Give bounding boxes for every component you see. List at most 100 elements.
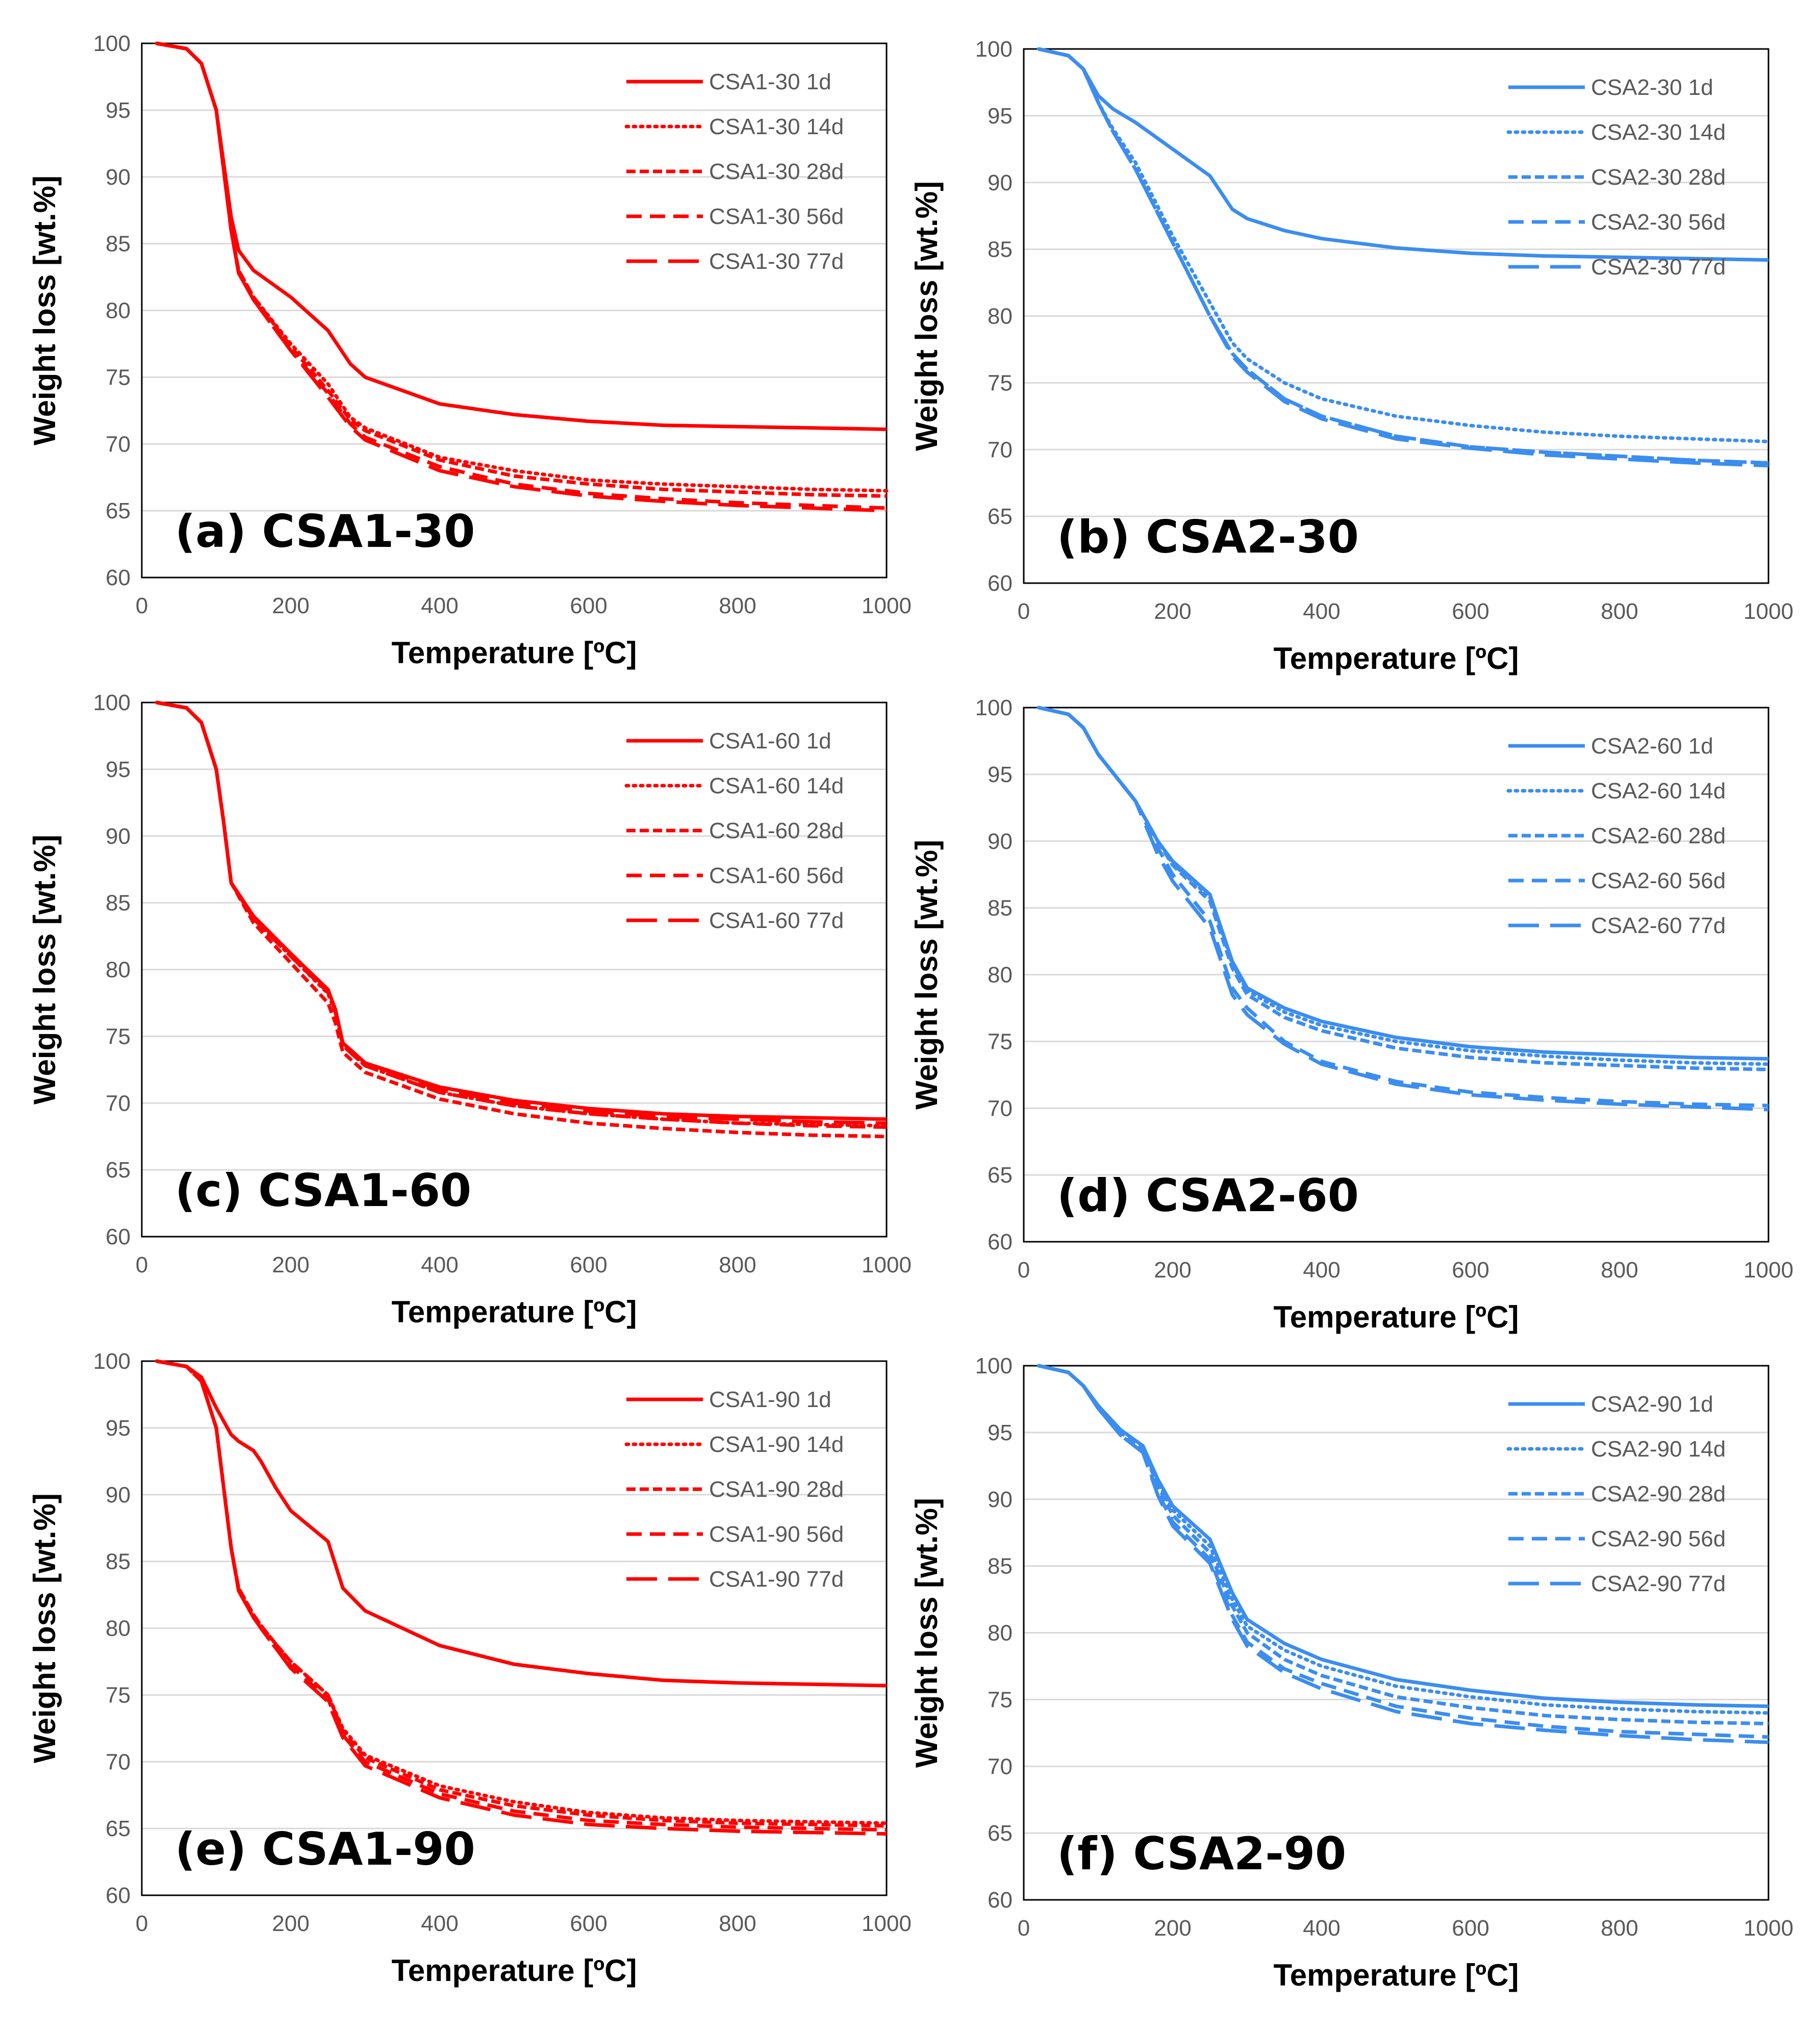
y-tick-label: 85 [106, 891, 131, 916]
x-tick-label: 400 [1303, 1916, 1340, 1941]
x-axis-title: Temperature [ºC] [392, 636, 637, 670]
legend-label: CSA2-30 77d [1591, 255, 1726, 280]
legend-label: CSA2-90 28d [1591, 1482, 1726, 1507]
legend-label: CSA1-30 14d [709, 114, 844, 139]
plot-frame [141, 42, 888, 579]
y-tick-label: 85 [988, 896, 1013, 921]
legend-label: CSA1-90 56d [709, 1522, 844, 1547]
legend-label: CSA1-90 28d [709, 1477, 844, 1502]
legend-label: CSA1-30 28d [709, 159, 844, 184]
series-line-4 [1038, 47, 1769, 468]
y-tick-label: 95 [988, 104, 1013, 129]
y-tick-label: 95 [106, 757, 131, 782]
x-tick-label: 600 [1452, 1258, 1489, 1283]
x-tick-label: 800 [719, 593, 756, 618]
y-tick-label: 65 [988, 1821, 1013, 1846]
x-tick-label: 400 [1303, 1258, 1340, 1283]
y-tick-label: 80 [106, 298, 131, 323]
legend-label: CSA1-60 1d [709, 729, 831, 754]
y-axis-title: Weight loss [wt.%] [28, 1493, 62, 1763]
legend-label: CSA2-90 77d [1591, 1571, 1726, 1596]
x-tick-label: 400 [1303, 599, 1340, 624]
y-tick-label: 95 [988, 762, 1013, 787]
y-tick-label: 95 [106, 1416, 131, 1441]
y-axis-title: Weight loss [wt.%] [909, 1498, 944, 1768]
y-tick-label: 75 [988, 370, 1013, 395]
x-tick-label: 1000 [862, 1252, 912, 1277]
y-tick-label: 75 [106, 1683, 131, 1708]
y-tick-label: 60 [988, 1888, 1013, 1913]
y-axis-title: Weight loss [wt.%] [909, 840, 944, 1110]
y-tick-label: 80 [988, 963, 1013, 988]
legend-label: CSA1-90 77d [709, 1567, 844, 1592]
legend-label: CSA2-90 1d [1591, 1392, 1713, 1417]
plot-frame [141, 1360, 888, 1896]
y-tick-label: 95 [988, 1420, 1013, 1445]
y-tick-label: 90 [988, 829, 1013, 854]
x-tick-label: 600 [570, 593, 607, 618]
y-tick-label: 90 [106, 824, 131, 849]
y-tick-label: 100 [93, 690, 131, 715]
y-tick-label: 85 [106, 232, 131, 257]
x-tick-label: 400 [421, 1911, 458, 1936]
panel-label: (c) CSA1-60 [175, 1164, 471, 1217]
y-tick-label: 75 [988, 1687, 1013, 1712]
legend-label: CSA2-30 56d [1591, 210, 1726, 235]
panel-label: (a) CSA1-30 [175, 505, 475, 558]
x-tick-label: 1000 [862, 1911, 912, 1936]
y-axis-title: Weight loss [wt.%] [909, 181, 944, 451]
y-tick-label: 60 [988, 1230, 1013, 1255]
x-tick-label: 800 [1601, 1916, 1638, 1941]
y-tick-label: 65 [988, 504, 1013, 529]
x-axis-title: Temperature [ºC] [392, 1953, 637, 1988]
legend-label: CSA2-30 14d [1591, 120, 1726, 145]
panel-label: (d) CSA2-60 [1057, 1169, 1359, 1222]
y-tick-label: 80 [106, 1616, 131, 1641]
series-line-0 [156, 41, 887, 431]
y-tick-label: 70 [988, 1754, 1013, 1779]
y-tick-label: 80 [988, 1621, 1013, 1646]
series-line-2 [1038, 706, 1769, 1071]
y-tick-label: 90 [106, 165, 131, 190]
legend-label: CSA1-90 1d [709, 1387, 831, 1412]
legend-label: CSA1-30 77d [709, 249, 844, 274]
y-tick-label: 100 [93, 1349, 131, 1374]
y-axis-title: Weight loss [wt.%] [28, 175, 62, 445]
series-line-4 [1038, 1364, 1769, 1744]
legend-label: CSA1-30 56d [709, 204, 844, 229]
legend-label: CSA2-30 1d [1591, 75, 1713, 100]
y-tick-label: 70 [106, 1091, 131, 1116]
series-line-4 [1038, 706, 1769, 1112]
x-tick-label: 400 [421, 593, 458, 618]
x-tick-label: 600 [1452, 599, 1489, 624]
legend-label: CSA2-60 1d [1591, 734, 1713, 759]
y-tick-label: 90 [988, 1487, 1013, 1512]
x-tick-label: 600 [1452, 1916, 1489, 1941]
y-tick-label: 60 [106, 1224, 131, 1249]
y-tick-label: 75 [106, 365, 131, 390]
y-tick-label: 80 [988, 304, 1013, 329]
y-tick-label: 85 [988, 1554, 1013, 1579]
y-tick-label: 90 [106, 1483, 131, 1508]
legend-label: CSA2-90 56d [1591, 1526, 1726, 1551]
x-tick-label: 800 [1601, 1258, 1638, 1283]
x-axis-title: Temperature [ºC] [1274, 1300, 1519, 1334]
y-axis-title: Weight loss [wt.%] [28, 835, 62, 1105]
series-line-4 [156, 1359, 887, 1836]
series-line-1 [155, 1359, 889, 1825]
legend-label: CSA1-60 56d [709, 863, 844, 888]
series-line-0 [1038, 47, 1769, 262]
y-tick-label: 80 [106, 958, 131, 983]
x-axis-title: Temperature [ºC] [1274, 641, 1519, 675]
series-line-3 [156, 41, 887, 510]
x-tick-label: 0 [136, 593, 148, 618]
series-line-1 [1037, 1364, 1771, 1715]
x-tick-label: 1000 [1743, 1916, 1793, 1941]
legend-label: CSA2-60 56d [1591, 868, 1726, 893]
panel-label: (f) CSA2-90 [1057, 1827, 1346, 1880]
series-line-2 [156, 1359, 887, 1828]
